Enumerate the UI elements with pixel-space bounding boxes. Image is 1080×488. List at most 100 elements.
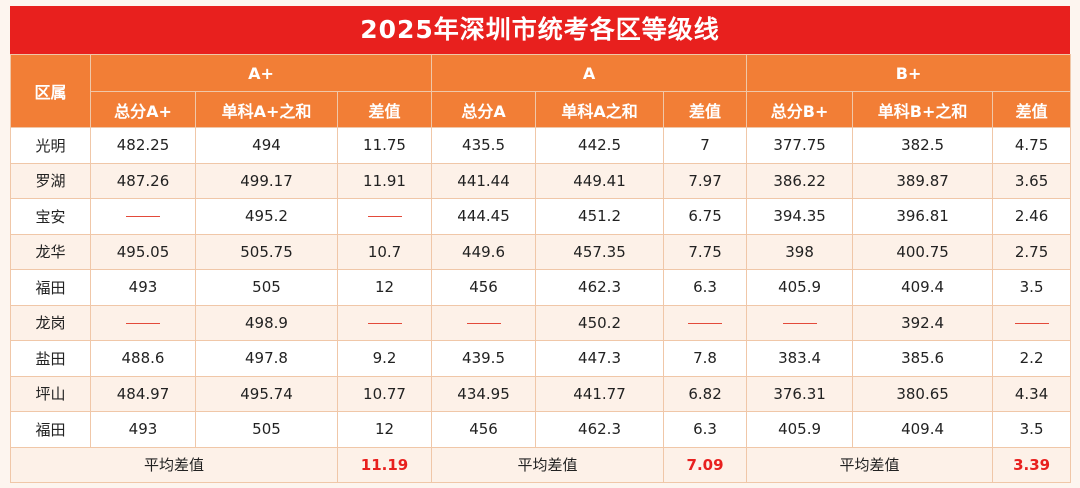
value-cell: 495.05 (90, 233, 196, 270)
empty-value-cell (336, 304, 433, 341)
header-group-a: A (431, 54, 748, 92)
value-cell: 400.75 (852, 233, 994, 270)
value-cell: 493 (90, 269, 196, 306)
dash-mark (688, 322, 723, 324)
avg-label-a-plus: 平均差值 (10, 446, 338, 483)
table-row: 福田 493 505 12 456 462.3 6.3 405.9 409.4 3.5 (10, 411, 1072, 448)
avg-value-b-plus: 3.39 (992, 446, 1072, 483)
empty-value-cell (746, 304, 854, 341)
value-cell: 12 (336, 269, 433, 306)
value-cell: 3.5 (992, 269, 1072, 306)
value-cell: 389.87 (852, 162, 994, 199)
value-cell: 4.75 (992, 127, 1072, 164)
value-cell: 12 (336, 411, 433, 448)
district-cell: 宝安 (10, 198, 91, 235)
value-cell: 376.31 (746, 375, 854, 412)
page-title: 2025年深圳市统考各区等级线 (10, 6, 1070, 54)
value-cell: 451.2 (535, 198, 665, 235)
value-cell: 482.25 (90, 127, 196, 164)
value-cell: 7.97 (663, 162, 748, 199)
value-cell: 11.75 (336, 127, 433, 164)
value-cell: 409.4 (852, 269, 994, 306)
value-cell: 6.3 (663, 269, 748, 306)
value-cell: 505.75 (195, 233, 338, 270)
value-cell: 405.9 (746, 269, 854, 306)
value-cell: 494 (195, 127, 338, 164)
avg-value-a: 7.09 (663, 446, 748, 483)
value-cell: 498.9 (195, 304, 338, 341)
value-cell: 505 (195, 269, 338, 306)
value-cell: 377.75 (746, 127, 854, 164)
header-group-a-plus: A+ (89, 54, 433, 92)
table-row: 盐田 488.6 497.8 9.2 439.5 447.3 7.8 383.4 385.6 2.… (10, 340, 1072, 377)
value-cell: 392.4 (852, 304, 994, 341)
value-cell: 449.6 (431, 233, 537, 270)
value-cell: 447.3 (535, 340, 665, 377)
value-cell: 495.2 (195, 198, 338, 235)
district-cell: 盐田 (10, 340, 91, 377)
value-cell: 456 (431, 269, 537, 306)
value-cell: 3.5 (992, 411, 1072, 448)
value-cell: 442.5 (535, 127, 665, 164)
header-district: 区属 (10, 54, 91, 128)
subheader-cell: 总分A (431, 91, 537, 128)
dash-mark (126, 216, 160, 218)
district-cell: 福田 (10, 411, 91, 448)
avg-label-b-plus: 平均差值 (746, 446, 994, 483)
value-cell: 382.5 (852, 127, 994, 164)
avg-label-a: 平均差值 (431, 446, 665, 483)
empty-value-cell (663, 304, 748, 341)
value-cell: 441.44 (431, 162, 537, 199)
value-cell: 487.26 (90, 162, 196, 199)
district-cell: 龙华 (10, 233, 91, 270)
table-row: 龙岗 498.9 450.2 392.4 (10, 304, 1072, 341)
dash-mark (126, 322, 160, 324)
value-cell: 7 (663, 127, 748, 164)
value-cell: 484.97 (90, 375, 196, 412)
value-cell: 4.34 (992, 375, 1072, 412)
dash-mark (466, 322, 501, 324)
value-cell: 380.65 (852, 375, 994, 412)
value-cell: 457.35 (535, 233, 665, 270)
value-cell: 405.9 (746, 411, 854, 448)
value-cell: 394.35 (746, 198, 854, 235)
value-cell: 383.4 (746, 340, 854, 377)
value-cell: 396.81 (852, 198, 994, 235)
dash-mark (1014, 322, 1049, 324)
empty-value-cell (431, 304, 537, 341)
value-cell: 439.5 (431, 340, 537, 377)
value-cell: 441.77 (535, 375, 665, 412)
table-row: 宝安 495.2 444.45 451.2 6.75 394.35 396.81 2.46 (10, 198, 1072, 235)
subheader-cell: 差值 (336, 91, 433, 128)
subheader-cell: 差值 (992, 91, 1072, 128)
table-row: 光明 482.25 494 11.75 435.5 442.5 7 377.75 382.5 4.… (10, 127, 1072, 164)
district-cell: 光明 (10, 127, 91, 164)
empty-value-cell (336, 198, 433, 235)
district-cell: 福田 (10, 269, 91, 306)
avg-value-a-plus: 11.19 (336, 446, 433, 483)
dash-mark (367, 216, 402, 218)
table-row: 龙华 495.05 505.75 10.7 449.6 457.35 7.75 398 400.… (10, 233, 1072, 270)
value-cell: 2.2 (992, 340, 1072, 377)
value-cell: 7.75 (663, 233, 748, 270)
dash-mark (367, 322, 402, 324)
value-cell: 409.4 (852, 411, 994, 448)
value-cell: 462.3 (535, 411, 665, 448)
district-cell: 罗湖 (10, 162, 91, 199)
value-cell: 462.3 (535, 269, 665, 306)
empty-value-cell (90, 198, 196, 235)
value-cell: 495.74 (195, 375, 338, 412)
value-cell: 386.22 (746, 162, 854, 199)
value-cell: 444.45 (431, 198, 537, 235)
table-row: 罗湖 487.26 499.17 11.91 441.44 449.41 7.97 386.2… (10, 162, 1072, 199)
value-cell: 435.5 (431, 127, 537, 164)
subheader-cell: 差值 (663, 91, 748, 128)
subheader-cell: 总分B+ (746, 91, 854, 128)
value-cell: 398 (746, 233, 854, 270)
value-cell: 2.46 (992, 198, 1072, 235)
value-cell: 9.2 (336, 340, 433, 377)
table-row: 坪山 484.97 495.74 10.77 434.95 441.77 6.82 376.3… (10, 375, 1072, 412)
value-cell: 434.95 (431, 375, 537, 412)
value-cell: 450.2 (535, 304, 665, 341)
value-cell: 10.77 (336, 375, 433, 412)
